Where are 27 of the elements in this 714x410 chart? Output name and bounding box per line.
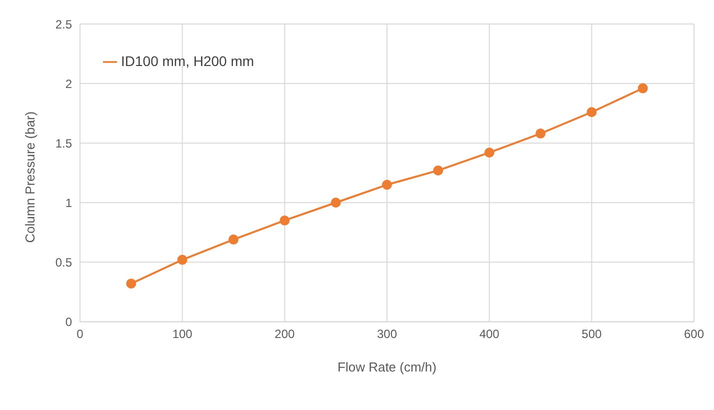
y-tick-label: 0 <box>65 314 72 329</box>
y-tick-label: 2 <box>65 76 72 91</box>
point <box>433 165 444 176</box>
y-tick-label: 1.5 <box>55 136 72 150</box>
x-tick-label: 100 <box>172 327 193 342</box>
x-tick-label: 600 <box>684 327 704 342</box>
x-tick-label: 0 <box>76 327 84 342</box>
y-axis-title: Column Pressure (bar) <box>22 111 38 243</box>
x-tick-label: 500 <box>582 327 602 342</box>
point <box>126 278 136 289</box>
point <box>536 128 546 139</box>
point <box>177 254 188 265</box>
x-axis-title: Flow Rate (cm/h) <box>338 360 436 375</box>
point <box>586 107 597 118</box>
x-tick-label: 200 <box>274 327 295 342</box>
point <box>280 215 290 226</box>
point <box>228 234 238 245</box>
legend-label: ID100 mm, H200 mm <box>121 53 254 69</box>
point <box>382 180 392 190</box>
y-tick-label: 1 <box>65 196 72 210</box>
point <box>330 198 341 208</box>
y-tick-label: 2.5 <box>55 17 72 32</box>
point <box>484 148 494 158</box>
x-tick-label: 400 <box>479 327 500 342</box>
point <box>638 83 648 94</box>
x-tick-label: 300 <box>376 327 398 342</box>
y-tick-label: 0.5 <box>55 255 72 270</box>
